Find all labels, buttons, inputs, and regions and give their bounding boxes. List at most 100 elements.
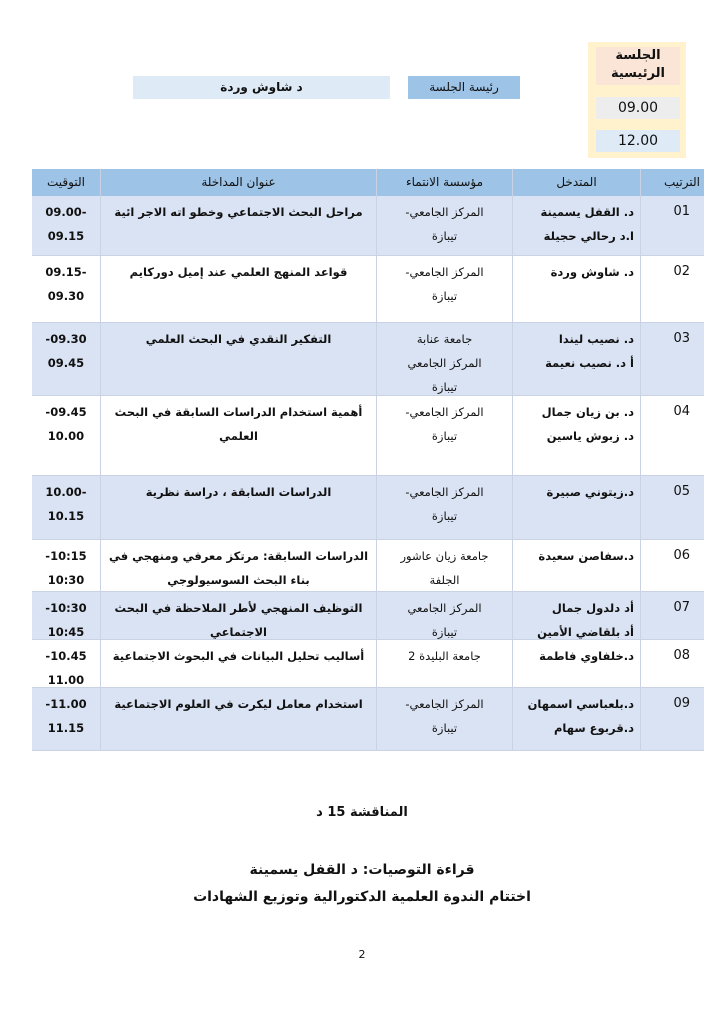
title-cell: أساليب تحليل البيانات في البحوث الاجتماع…	[100, 640, 376, 687]
rank-cell: 03	[640, 323, 704, 395]
rank-cell: 05	[640, 476, 704, 539]
speaker-cell-line: د. بن زيان جمال	[541, 405, 634, 419]
institution-cell-line: تيبازة	[431, 289, 458, 303]
rank-cell: 08	[640, 640, 704, 687]
time-cell-line: -09.30	[45, 332, 87, 346]
time-cell-line: 09.15-	[45, 265, 87, 279]
time-cell: 10.00- 10.15	[32, 476, 100, 539]
institution-cell-line: جامعة زيان عاشور	[400, 549, 489, 563]
table-row: 09 د.بلعباسي اسمهان د.قربوع سهام المركز الج…	[32, 688, 704, 751]
speaker-cell: د. نصيب ليندا أ د. نصيب نعيمة	[512, 323, 640, 395]
speaker-cell-line: أد بلقاضي الأمين	[537, 625, 634, 639]
time-cell: -11.00 11.15	[32, 688, 100, 750]
institution-cell: المركز الجامعي- تيبازة	[376, 476, 512, 539]
speaker-cell-line: د.قربوع سهام	[554, 721, 634, 735]
speaker-cell: أد دلدول جمال أد بلقاضي الأمين	[512, 592, 640, 639]
time-cell: -10.45 11.00	[32, 640, 100, 687]
table-row: 01 د. القفل يسمينة ا.د رحالي حجيلة المركز ا…	[32, 196, 704, 256]
institution-cell: المركز الجامعي- تيبازة	[376, 256, 512, 322]
page-number: 2	[358, 948, 366, 961]
institution-cell: المركز الجامعي- تيبازة	[376, 688, 512, 750]
speaker-cell-line: أد دلدول جمال	[551, 601, 634, 615]
time-cell-line: 09.15	[47, 229, 85, 243]
session-title: الجلسة الرئيسية	[596, 47, 680, 85]
institution-cell: جامعة عنابة المركز الجامعي تيبازة	[376, 323, 512, 395]
time-cell: -09.45 10.00	[32, 396, 100, 475]
time-cell-line: 11.15	[47, 721, 85, 735]
table-row: 08 د.خلفاوي فاطمة جامعة البليدة 2 أساليب تح…	[32, 640, 704, 688]
title-cell: التفكير النقدي في البحث العلمي	[100, 323, 376, 395]
speaker-cell: د.زيتوني صبيرة	[512, 476, 640, 539]
institution-cell: جامعة البليدة 2	[376, 640, 512, 687]
title-cell: أهمية استخدام الدراسات السابقة في البحث …	[100, 396, 376, 475]
table-row: 07 أد دلدول جمال أد بلقاضي الأمين المركز ال…	[32, 592, 704, 640]
time-cell-line: -09.45	[45, 405, 87, 419]
time-cell-line: -10:30	[45, 601, 87, 615]
institution-cell-line: المركز الجامعي-	[405, 405, 484, 419]
institution-cell-line: المركز الجامعي	[407, 356, 482, 370]
institution-cell: المركز الجامعي تيبازة	[376, 592, 512, 639]
table-row: 02 د. شاوش وردة المركز الجامعي- تيبازة قواعد…	[32, 256, 704, 323]
speaker-cell: د.سفاصن سعيدة	[512, 540, 640, 591]
speaker-cell-line: د. القفل يسمينة	[540, 205, 634, 219]
speaker-cell-line: ا.د رحالي حجيلة	[543, 229, 634, 243]
session-end-time: 12.00	[596, 130, 680, 152]
institution-cell-line: الجلفة	[429, 573, 460, 587]
time-cell: 09.15- 09.30	[32, 256, 100, 322]
recommendations-text: قراءة التوصيات: د القفل يسمينة	[249, 862, 475, 878]
closing-text: اختتام الندوة العلمية الدكتورالية وتوزيع…	[193, 889, 531, 905]
header-time: التوقيت	[47, 175, 85, 189]
time-cell-line: 10:45	[47, 625, 85, 639]
time-cell: -10:15 10:30	[32, 540, 100, 591]
institution-cell: المركز الجامعي- تيبازة	[376, 196, 512, 255]
institution-cell-line: تيبازة	[431, 229, 458, 243]
time-cell-line: 10.00-	[45, 485, 87, 499]
session-start-time: 09.00	[596, 97, 680, 119]
institution-cell-line: تيبازة	[431, 509, 458, 523]
title-cell: استخدام معامل ليكرت في العلوم الاجتماعية	[100, 688, 376, 750]
time-cell-line: 09.00-	[45, 205, 87, 219]
rank-cell: 04	[640, 396, 704, 475]
institution-cell-line: المركز الجامعي-	[405, 205, 484, 219]
time-cell: 09.00- 09.15	[32, 196, 100, 255]
title-cell: الدراسات السابقة ، دراسة نظرية	[100, 476, 376, 539]
header-rank: الترتيب	[640, 169, 704, 196]
time-cell: -09.30 09.45	[32, 323, 100, 395]
speaker-cell-line: د.سفاصن سعيدة	[538, 549, 634, 563]
institution-cell: المركز الجامعي- تيبازة	[376, 396, 512, 475]
rank-cell: 06	[640, 540, 704, 591]
title-cell: التوظيف المنهجي لأطر الملاحظة في البحث ا…	[100, 592, 376, 639]
institution-cell-line: تيبازة	[431, 625, 458, 639]
rank-cell: 07	[640, 592, 704, 639]
table-row: 04 د. بن زيان جمال د. زبوش ياسين المركز الج…	[32, 396, 704, 476]
header-institution: مؤسسة الانتماء	[376, 169, 512, 196]
table-row: 03 د. نصيب ليندا أ د. نصيب نعيمة جامعة عناب…	[32, 323, 704, 396]
time-cell-line: -11.00	[45, 697, 87, 711]
rank-cell: 09	[640, 688, 704, 750]
time-cell-line: 09.45	[47, 356, 85, 370]
header-title: عنوان المداخلة	[100, 169, 376, 196]
speaker-cell-line: د.زيتوني صبيرة	[546, 485, 634, 499]
time-cell: -10:30 10:45	[32, 592, 100, 639]
institution-cell-line: تيبازة	[431, 721, 458, 735]
speaker-cell-line: د.خلفاوي فاطمة	[539, 649, 634, 663]
speaker-cell-line: د.بلعباسي اسمهان	[527, 697, 634, 711]
chair-label: رئيسة الجلسة	[408, 76, 520, 99]
rank-cell: 02	[640, 256, 704, 322]
rank-cell: 01	[640, 196, 704, 255]
title-cell: قواعد المنهج العلمي عند إميل دوركايم	[100, 256, 376, 322]
table-row: 06 د.سفاصن سعيدة جامعة زيان عاشور الجلفة الد…	[32, 540, 704, 592]
title-cell: الدراسات السابقة: مرتكز معرفي ومنهجي في …	[100, 540, 376, 591]
speaker-cell-line: أ د. نصيب نعيمة	[545, 356, 634, 370]
speaker-cell-line: د. زبوش ياسين	[546, 429, 634, 443]
time-cell-line: 09.30	[47, 289, 85, 303]
header-speaker: المتدخل	[512, 169, 640, 196]
table-row: 05 د.زيتوني صبيرة المركز الجامعي- تيبازة الد…	[32, 476, 704, 540]
institution-cell-line: المركز الجامعي	[407, 601, 482, 615]
time-cell-line: -10:15	[45, 549, 87, 563]
time-cell-line: 10.00	[47, 429, 85, 443]
institution-cell-line: تيبازة	[431, 380, 458, 394]
speaker-cell: د. بن زيان جمال د. زبوش ياسين	[512, 396, 640, 475]
institution-cell-line: المركز الجامعي-	[405, 265, 484, 279]
institution-cell-line: المركز الجامعي-	[405, 485, 484, 499]
